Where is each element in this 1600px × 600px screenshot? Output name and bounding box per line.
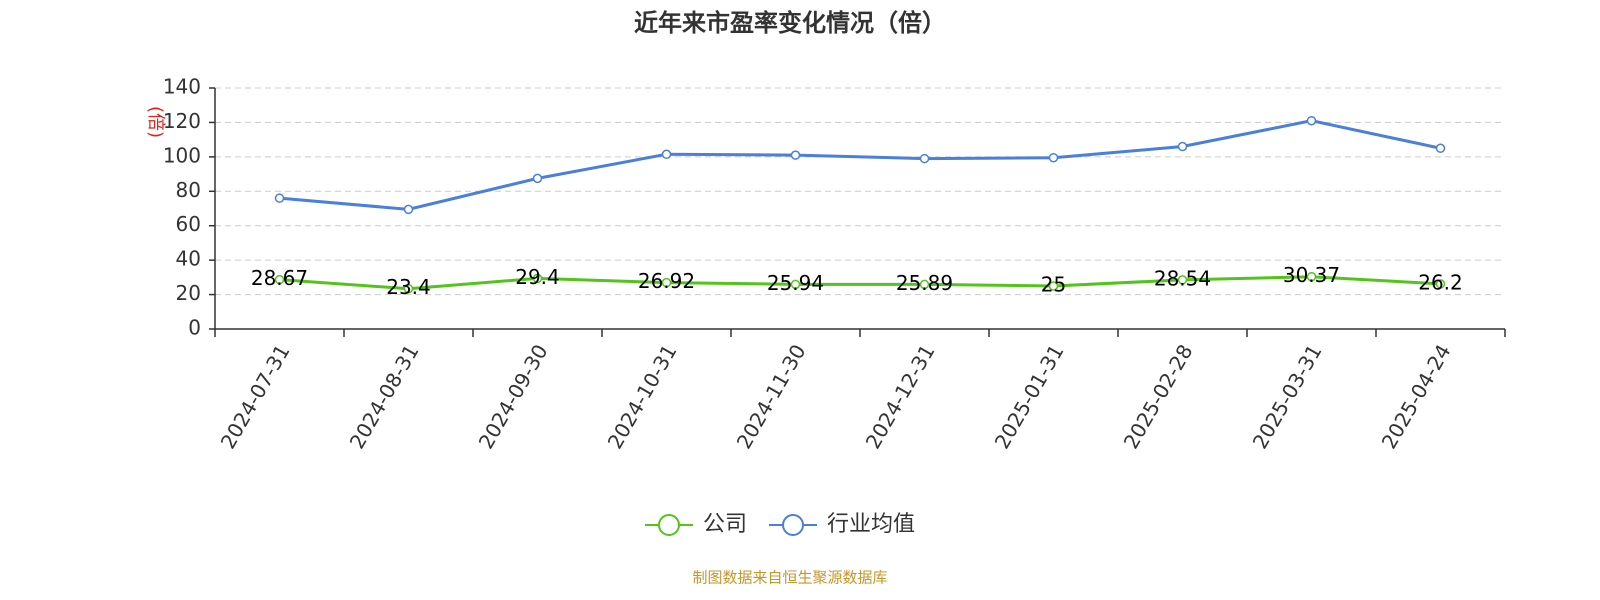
point	[532, 173, 543, 184]
point	[532, 273, 543, 284]
legend-marker	[782, 514, 805, 536]
x-tick-label: 2025-01-31	[990, 340, 1069, 453]
y-tick-label: 120	[163, 109, 201, 133]
y-tick-label: 100	[163, 143, 201, 167]
point	[661, 277, 672, 288]
x-tick-label: 2025-04-24	[1377, 340, 1456, 453]
data-label: 23.4	[386, 275, 431, 299]
legend-label: 行业均值	[827, 512, 915, 537]
legend-label: 公司	[703, 512, 747, 537]
x-tick-label: 2025-03-31	[1248, 340, 1327, 453]
point	[1435, 279, 1446, 289]
y-tick-label: 60	[176, 212, 201, 236]
x-tick-label: 2024-09-30	[474, 340, 553, 453]
source-note: 制图数据来自恒生聚源数据库	[692, 569, 887, 587]
x-tick-label: 2024-11-30	[732, 340, 811, 453]
data-label: 25.94	[767, 271, 824, 295]
point	[919, 279, 930, 290]
point	[274, 193, 285, 203]
point	[1306, 115, 1317, 126]
point	[1435, 143, 1446, 153]
chart-title: 近年来市盈率变化情况（倍）	[634, 9, 946, 37]
y-tick-label: 20	[176, 281, 201, 305]
data-label: 28.54	[1154, 266, 1211, 290]
point	[790, 279, 801, 290]
x-tick-label: 2024-10-31	[603, 340, 682, 453]
x-tick-label: 2024-07-31	[216, 340, 295, 453]
point	[790, 150, 801, 160]
point	[1306, 271, 1317, 282]
point	[274, 274, 285, 285]
x-tick-label: 2025-02-28	[1119, 340, 1198, 453]
series-line	[279, 119, 1441, 211]
y-tick-label: 40	[176, 247, 201, 271]
data-label: 29.4	[515, 265, 560, 289]
y-tick-label: 140	[163, 75, 201, 99]
point	[919, 153, 930, 164]
point	[403, 283, 414, 294]
x-tick-label: 2024-12-31	[861, 340, 940, 453]
data-label: 26.92	[638, 269, 695, 293]
point	[1177, 275, 1188, 285]
x-tick-label: 2024-08-31	[345, 340, 424, 453]
y-tick-label: 0	[188, 316, 201, 340]
point	[1177, 141, 1188, 152]
data-label: 26.2	[1418, 270, 1463, 294]
y-tick-label: 80	[176, 178, 201, 202]
data-label: 25	[1041, 272, 1066, 296]
legend-marker	[658, 514, 680, 536]
point	[403, 204, 414, 215]
data-label: 28.67	[251, 266, 308, 290]
data-label: 30.37	[1283, 263, 1340, 287]
point	[661, 149, 672, 160]
point	[1048, 281, 1059, 291]
data-label: 25.89	[896, 271, 953, 295]
point	[1048, 152, 1059, 163]
y-axis-label: (倍)	[145, 106, 166, 138]
series-line	[279, 275, 1441, 291]
